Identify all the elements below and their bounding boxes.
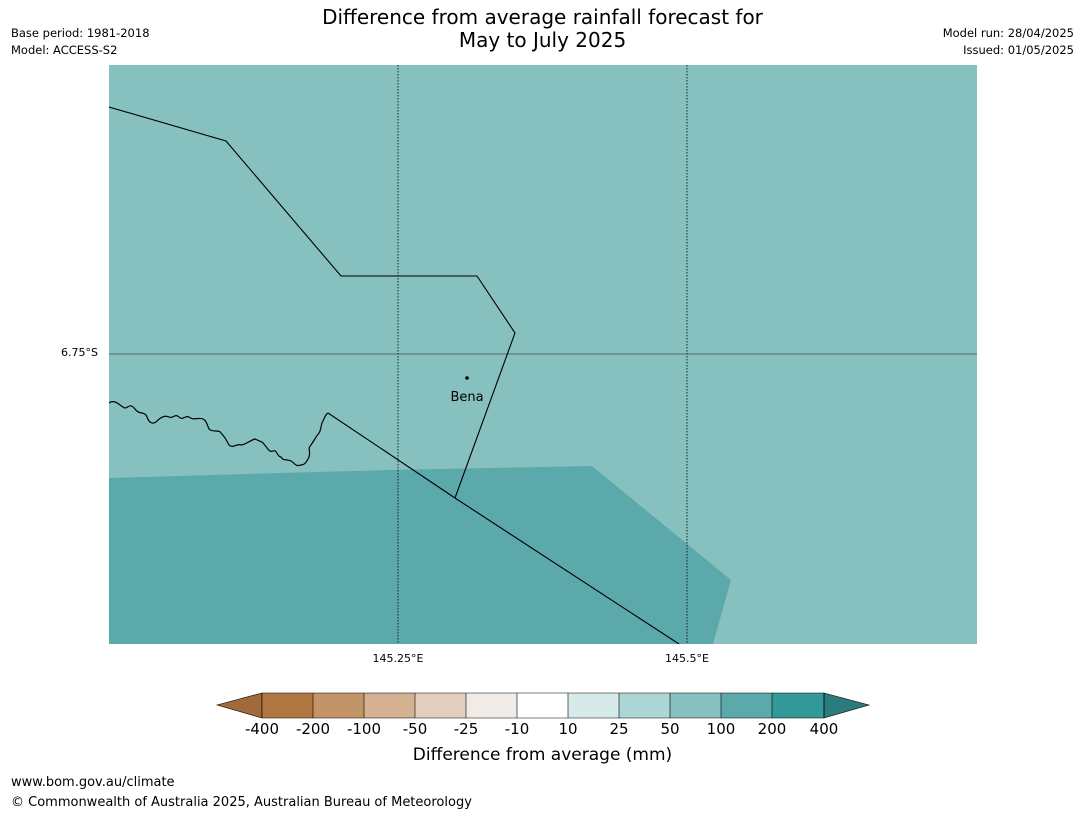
colorbar-segment: [364, 693, 415, 718]
river-line: [109, 401, 329, 467]
colorbar-tick-label: 25: [609, 720, 629, 738]
colorbar-tick-label: 50: [660, 720, 680, 738]
title-line-1: Difference from average rainfall forecas…: [322, 5, 763, 29]
issued-text: Issued: 01/05/2025: [963, 43, 1074, 57]
title-line-2: May to July 2025: [458, 28, 627, 52]
colorbar-low-extend: [215, 692, 263, 719]
colorbar-tick-label: -25: [453, 720, 479, 738]
colorbar-segment: [415, 693, 466, 718]
map-title: Difference from average rainfall forecas…: [200, 6, 885, 52]
colorbar-segment: [670, 693, 721, 718]
footer-url[interactable]: www.bom.gov.au/climate: [11, 775, 175, 790]
colorbar-tick-label: -400: [244, 720, 280, 738]
colorbar: [215, 692, 871, 719]
colorbar-segment: [262, 693, 313, 718]
latitude-label: 6.75°S: [61, 346, 98, 359]
base-period-text: Base period: 1981-2018: [11, 26, 150, 40]
footer-copyright: © Commonwealth of Australia 2025, Austra…: [11, 795, 472, 810]
colorbar-tick-label: 100: [706, 720, 736, 738]
model-run-text: Model run: 28/04/2025: [942, 26, 1074, 40]
longitude-label-2: 145.5°E: [665, 652, 709, 665]
province-border: [109, 106, 516, 499]
colorbar-segment: [772, 693, 824, 718]
colorbar-title: Difference from average (mm): [412, 745, 673, 765]
colorbar-tick-label: -50: [402, 720, 428, 738]
colorbar-segment: [313, 693, 364, 718]
colorbar-high-extend: [823, 692, 871, 719]
header-right: Model run: 28/04/2025 Issued: 01/05/2025: [943, 25, 1074, 59]
colorbar-segment: [619, 693, 670, 718]
colorbar-segment: [568, 693, 619, 718]
header-left: Base period: 1981-2018 Model: ACCESS-S2: [11, 25, 150, 59]
model-text: Model: ACCESS-S2: [11, 43, 118, 57]
colorbar-segment: [517, 693, 568, 718]
colorbar-tick-label: 200: [757, 720, 787, 738]
colorbar-tick-label: 400: [809, 720, 839, 738]
colorbar-tick-label: -10: [504, 720, 530, 738]
map-svg: Bena: [109, 65, 977, 644]
province-border-south: [327, 412, 680, 644]
colorbar-tick-label: -200: [295, 720, 331, 738]
colorbar-tick-label: 10: [558, 720, 578, 738]
colorbar-dividers: [261, 692, 825, 719]
town-label: Bena: [450, 390, 483, 405]
longitude-label-1: 145.25°E: [372, 652, 424, 665]
colorbar-segment: [466, 693, 517, 718]
town-marker: [465, 376, 469, 380]
map-panel: Bena: [109, 65, 977, 644]
rainfall-band-50-100: [109, 466, 731, 644]
colorbar-tick-label: -100: [346, 720, 382, 738]
colorbar-segment: [721, 693, 772, 718]
